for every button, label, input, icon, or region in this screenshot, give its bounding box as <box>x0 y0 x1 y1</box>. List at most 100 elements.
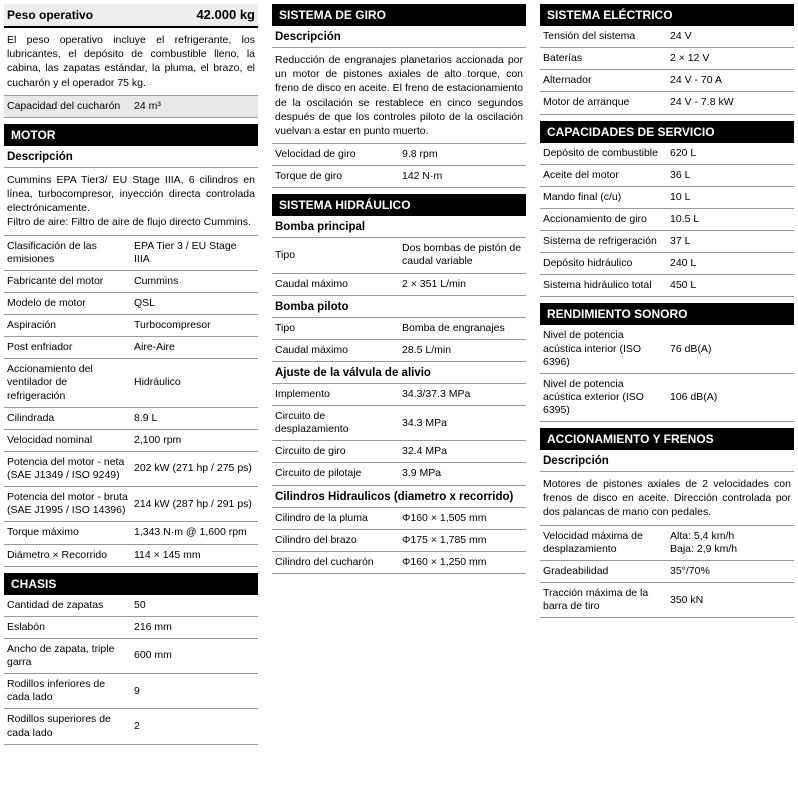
giro-table: Velocidad de giro9.8 rpmTorque de giro14… <box>272 144 526 188</box>
spec-label: Torque de giro <box>272 166 399 188</box>
table-row: Capacidad del cucharón 24 m³ <box>4 96 258 118</box>
table-row: Tensión del sistema24 V <box>540 26 794 48</box>
peso-value: 42.000 kg <box>196 7 255 22</box>
table-row: Clasificación de las emisionesEPA Tier 3… <box>4 236 258 271</box>
spec-value: Dos bombas de pistón de caudal variable <box>399 238 526 273</box>
spec-label: Torque máximo <box>4 522 131 544</box>
table-row: Circuito de giro32.4 MPa <box>272 441 526 463</box>
table-row: Accionamiento del ventilador de refriger… <box>4 359 258 407</box>
column-2: SISTEMA DE GIRO Descripción Reducción de… <box>272 4 526 745</box>
spec-value: Turbocompresor <box>131 315 258 337</box>
spec-label: Gradeabilidad <box>540 560 667 582</box>
spec-value: 34.3 MPa <box>399 406 526 441</box>
elec-table: Tensión del sistema24 VBaterías2 × 12 VA… <box>540 26 794 115</box>
table-row: Depósito de combustible620 L <box>540 143 794 165</box>
table-row: Potencia del motor - neta (SAE J1349 / I… <box>4 451 258 486</box>
spec-value: 240 L <box>667 253 794 275</box>
peso-cap-table: Capacidad del cucharón 24 m³ <box>4 96 258 118</box>
spec-label: Aceite del motor <box>540 164 667 186</box>
spec-value: Hidráulico <box>131 359 258 407</box>
table-row: Torque máximo1,343 N·m @ 1,600 rpm <box>4 522 258 544</box>
spec-label: Baterías <box>540 48 667 70</box>
spec-label: Clasificación de las emisiones <box>4 236 131 271</box>
table-row: Sistema de refrigeración37 L <box>540 231 794 253</box>
chasis-header: CHASIS <box>4 573 258 595</box>
spec-label: Depósito de combustible <box>540 143 667 165</box>
spec-label: Velocidad máxima de desplazamiento <box>540 526 667 561</box>
table-row: Circuito de pilotaje3.9 MPa <box>272 463 526 485</box>
spec-label: Rodillos inferiores de cada lado <box>4 674 131 709</box>
spec-label: Cilindro del cucharón <box>272 551 399 573</box>
table-row: Nivel de potencia acústica exterior (ISO… <box>540 373 794 421</box>
table-row: Alternador24 V - 70 A <box>540 70 794 92</box>
spec-value: 350 kN <box>667 583 794 618</box>
spec-value: Alta: 5,4 km/h Baja: 2,9 km/h <box>667 526 794 561</box>
column-1: Peso operativo 42.000 kg El peso operati… <box>4 4 258 745</box>
spec-value: Bomba de engranajes <box>399 318 526 340</box>
spec-value: 450 L <box>667 275 794 297</box>
spec-label: Circuito de pilotaje <box>272 463 399 485</box>
table-row: Sistema hidráulico total450 L <box>540 275 794 297</box>
cil-h: Cilindros Hidraulicos (diametro x recorr… <box>272 486 526 508</box>
table-row: Rodillos superiores de cada lado2 <box>4 709 258 744</box>
spec-value: Φ160 × 1,505 mm <box>399 508 526 530</box>
cap-table: Depósito de combustible620 LAceite del m… <box>540 143 794 298</box>
spec-label: Ancho de zapata, triple garra <box>4 638 131 673</box>
peso-desc: El peso operativo incluye el refrigerant… <box>4 28 258 96</box>
sono-table: Nivel de potencia acústica interior (ISO… <box>540 325 794 422</box>
table-row: Tracción máxima de la barra de tiro350 k… <box>540 583 794 618</box>
acc-desc-h: Descripción <box>540 450 794 472</box>
cap-header: CAPACIDADES DE SERVICIO <box>540 121 794 143</box>
peso-label: Peso operativo <box>7 8 93 22</box>
table-row: Ancho de zapata, triple garra600 mm <box>4 638 258 673</box>
spec-value: 2 × 351 L/min <box>399 273 526 295</box>
table-row: Cilindro del cucharónΦ160 × 1,250 mm <box>272 551 526 573</box>
giro-desc-h: Descripción <box>272 26 526 48</box>
table-row: Baterías2 × 12 V <box>540 48 794 70</box>
spec-value: 600 mm <box>131 638 258 673</box>
elec-header: SISTEMA ELÉCTRICO <box>540 4 794 26</box>
valv-table: Implemento34.3/37.3 MPaCircuito de despl… <box>272 384 526 486</box>
spec-columns: Peso operativo 42.000 kg El peso operati… <box>4 4 794 745</box>
spec-value: 3.9 MPa <box>399 463 526 485</box>
spec-value: 142 N·m <box>399 166 526 188</box>
spec-value: 37 L <box>667 231 794 253</box>
table-row: Eslabón216 mm <box>4 616 258 638</box>
spec-label: Potencia del motor - bruta (SAE J1995 / … <box>4 487 131 522</box>
table-row: Modelo de motorQSL <box>4 292 258 314</box>
table-row: Diámetro × Recorrido114 × 145 mm <box>4 544 258 566</box>
spec-label: Nivel de potencia acústica exterior (ISO… <box>540 373 667 421</box>
acc-table: Velocidad máxima de desplazamientoAlta: … <box>540 526 794 619</box>
spec-label: Aspiración <box>4 315 131 337</box>
spec-label: Caudal máximo <box>272 273 399 295</box>
table-row: TipoDos bombas de pistón de caudal varia… <box>272 238 526 273</box>
bomba-p-h: Bomba principal <box>272 216 526 238</box>
spec-value: 2 × 12 V <box>667 48 794 70</box>
table-row: Circuito de desplazamiento34.3 MPa <box>272 406 526 441</box>
table-row: Motor de arranque24 V - 7.8 kW <box>540 92 794 114</box>
spec-value: 28.5 L/min <box>399 339 526 361</box>
spec-label: Cilindro de la pluma <box>272 508 399 530</box>
spec-label: Cilindro del brazo <box>272 529 399 551</box>
spec-value: 32.4 MPa <box>399 441 526 463</box>
table-row: Torque de giro142 N·m <box>272 166 526 188</box>
table-row: Cantidad de zapatas50 <box>4 595 258 617</box>
spec-label: Cilindrada <box>4 407 131 429</box>
motor-table: Clasificación de las emisionesEPA Tier 3… <box>4 236 258 567</box>
spec-label: Accionamiento del ventilador de refriger… <box>4 359 131 407</box>
spec-label: Mando final (c/u) <box>540 186 667 208</box>
spec-value: 216 mm <box>131 616 258 638</box>
spec-value: 24 V - 7.8 kW <box>667 92 794 114</box>
table-row: Velocidad máxima de desplazamientoAlta: … <box>540 526 794 561</box>
bomba-pil-h: Bomba piloto <box>272 296 526 318</box>
spec-value: 24 V <box>667 26 794 48</box>
spec-value: 9.8 rpm <box>399 144 526 166</box>
table-row: Caudal máximo28.5 L/min <box>272 339 526 361</box>
spec-value: 2 <box>131 709 258 744</box>
spec-label: Velocidad nominal <box>4 429 131 451</box>
spec-label: Sistema hidráulico total <box>540 275 667 297</box>
motor-desc: Cummins EPA Tier3/ EU Stage IIIA, 6 cili… <box>4 168 258 236</box>
motor-desc-h: Descripción <box>4 146 258 168</box>
table-row: Depósito hidráulico240 L <box>540 253 794 275</box>
giro-header: SISTEMA DE GIRO <box>272 4 526 26</box>
